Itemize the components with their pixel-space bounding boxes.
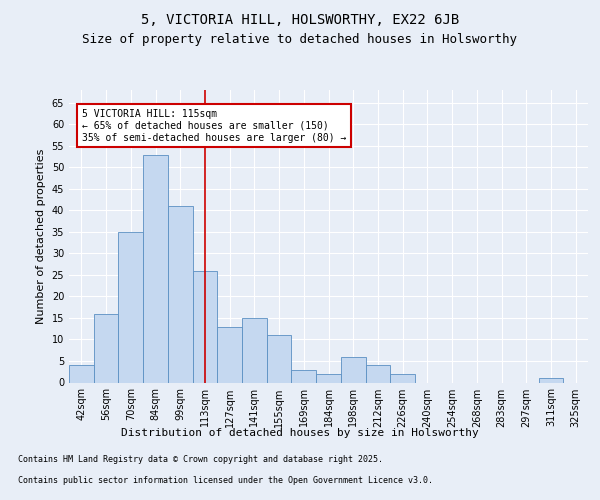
Bar (341, 356, 365, 382)
Bar (242, 318, 267, 382)
Bar (217, 326, 242, 382)
Bar (168, 206, 193, 382)
Bar (94, 314, 118, 382)
Text: Distribution of detached houses by size in Holsworthy: Distribution of detached houses by size … (121, 428, 479, 438)
Y-axis label: Number of detached properties: Number of detached properties (36, 148, 46, 324)
Bar (390, 374, 415, 382)
Bar (539, 378, 563, 382)
Bar (292, 370, 316, 382)
Bar (143, 154, 168, 382)
Bar (193, 270, 217, 382)
Text: Contains public sector information licensed under the Open Government Licence v3: Contains public sector information licen… (18, 476, 433, 485)
Text: 5 VICTORIA HILL: 115sqm
← 65% of detached houses are smaller (150)
35% of semi-d: 5 VICTORIA HILL: 115sqm ← 65% of detache… (82, 110, 346, 142)
Bar (69, 366, 94, 382)
Text: 5, VICTORIA HILL, HOLSWORTHY, EX22 6JB: 5, VICTORIA HILL, HOLSWORTHY, EX22 6JB (141, 12, 459, 26)
Bar (365, 366, 390, 382)
Text: Contains HM Land Registry data © Crown copyright and database right 2025.: Contains HM Land Registry data © Crown c… (18, 455, 383, 464)
Bar (118, 232, 143, 382)
Bar (267, 335, 292, 382)
Bar (316, 374, 341, 382)
Text: Size of property relative to detached houses in Holsworthy: Size of property relative to detached ho… (83, 32, 517, 46)
